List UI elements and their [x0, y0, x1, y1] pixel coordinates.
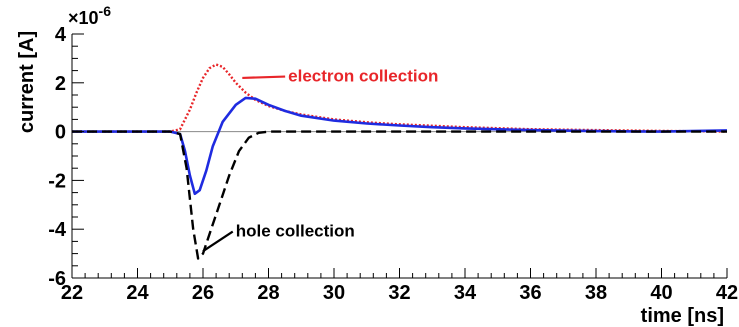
plot-background: [72, 34, 727, 278]
annotations-group: electron collection hole collection: [202, 67, 438, 253]
x-tick-label: 26: [192, 282, 214, 304]
y-exponent-base: ×10: [68, 8, 99, 28]
x-tick-label: 32: [388, 282, 410, 304]
x-tick-label: 30: [323, 282, 345, 304]
y-exponent-label: ×10-6: [68, 3, 111, 28]
x-tick-label: 28: [257, 282, 279, 304]
y-tick-label: 4: [55, 24, 67, 46]
y-tick-label: 0: [55, 122, 66, 144]
x-tick-label: 42: [716, 282, 738, 304]
x-tick-label: 40: [650, 282, 672, 304]
x-tick-label: 36: [519, 282, 541, 304]
x-tick-label: 24: [126, 282, 149, 304]
x-axis-title: time [ns]: [641, 305, 724, 327]
labels-group: current [A] time [ns] ×10-6: [16, 3, 724, 327]
annotation-arrow-0: [242, 75, 286, 80]
plot-area: [72, 34, 727, 278]
series-line-2: [72, 130, 727, 260]
y-tick-label: -2: [48, 170, 66, 192]
annotation-label-1: hole collection: [236, 222, 355, 241]
annotation-label-0: electron collection: [288, 67, 438, 86]
series-group: [72, 63, 728, 260]
annotation-arrow-1: [202, 230, 234, 253]
x-tick-label: 38: [585, 282, 607, 304]
y-exponent-power: -6: [99, 3, 112, 19]
y-tick-label: -6: [48, 268, 66, 290]
y-tick-label: -4: [48, 219, 67, 241]
series-line-1: [72, 96, 728, 196]
y-tick-label: 2: [55, 73, 66, 95]
x-tick-label: 34: [454, 282, 477, 304]
y-axis-title: current [A]: [16, 31, 38, 133]
x-tick-label: 22: [61, 282, 83, 304]
